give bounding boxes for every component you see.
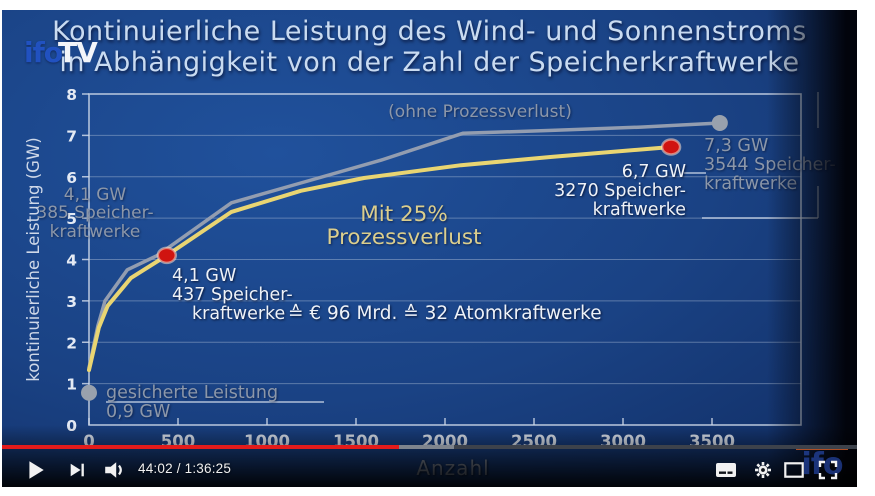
series-line (87, 145, 674, 372)
controls-gradient (2, 425, 857, 487)
video-player[interactable]: 0123456780500100015002000250030003500kon… (2, 10, 857, 487)
fullscreen-button[interactable] (815, 457, 841, 483)
tv-watermark-text: TV (58, 36, 98, 69)
subtitles-button[interactable] (713, 457, 739, 483)
y-tick-label: 5 (66, 210, 77, 228)
chart: 0123456780500100015002000250030003500kon… (24, 86, 819, 451)
slide-title-line2: in Abhängigkeit von der Zahl der Speiche… (59, 47, 800, 78)
settings-button[interactable] (750, 457, 776, 483)
y-tick-label: 3 (66, 293, 77, 311)
next-button[interactable] (64, 457, 90, 483)
subtitles-icon (715, 461, 737, 479)
settings-gear-icon (753, 460, 773, 480)
next-icon (68, 461, 86, 479)
red-data-point (660, 138, 682, 156)
play-button[interactable] (22, 457, 50, 483)
miniplayer-icon (784, 462, 804, 478)
series-line (87, 121, 722, 370)
red-data-point (156, 246, 178, 265)
y-tick-label: 7 (66, 127, 77, 145)
y-tick-label: 8 (66, 86, 77, 104)
slide: 0123456780500100015002000250030003500kon… (2, 10, 857, 487)
y-axis-label: kontinuierliche Leistung (GW) (24, 137, 43, 381)
fullscreen-icon (818, 460, 838, 480)
slide-title-line1: Kontinuierliche Leistung des Wind- und S… (52, 16, 807, 47)
y-tick-label: 1 (66, 376, 77, 394)
gray-data-point (711, 114, 728, 131)
play-icon (25, 459, 47, 481)
miniplayer-button[interactable] (781, 457, 807, 483)
volume-icon (103, 459, 125, 481)
slide-title: Kontinuierliche Leistung des Wind- und S… (2, 16, 857, 78)
volume-button[interactable] (100, 457, 128, 483)
y-tick-label: 6 (66, 169, 77, 187)
ifo-tv-watermark: ifoTV (24, 36, 98, 69)
player-controls: 44:02 / 1:36:25 (2, 457, 857, 487)
y-tick-label: 2 (66, 334, 77, 352)
gray-data-point (81, 384, 97, 401)
progress-bar[interactable] (2, 445, 857, 449)
progress-played (2, 445, 399, 449)
y-tick-label: 4 (66, 252, 77, 270)
time-display: 44:02 / 1:36:25 (138, 461, 232, 476)
ifo-watermark-text: ifo (24, 36, 63, 69)
